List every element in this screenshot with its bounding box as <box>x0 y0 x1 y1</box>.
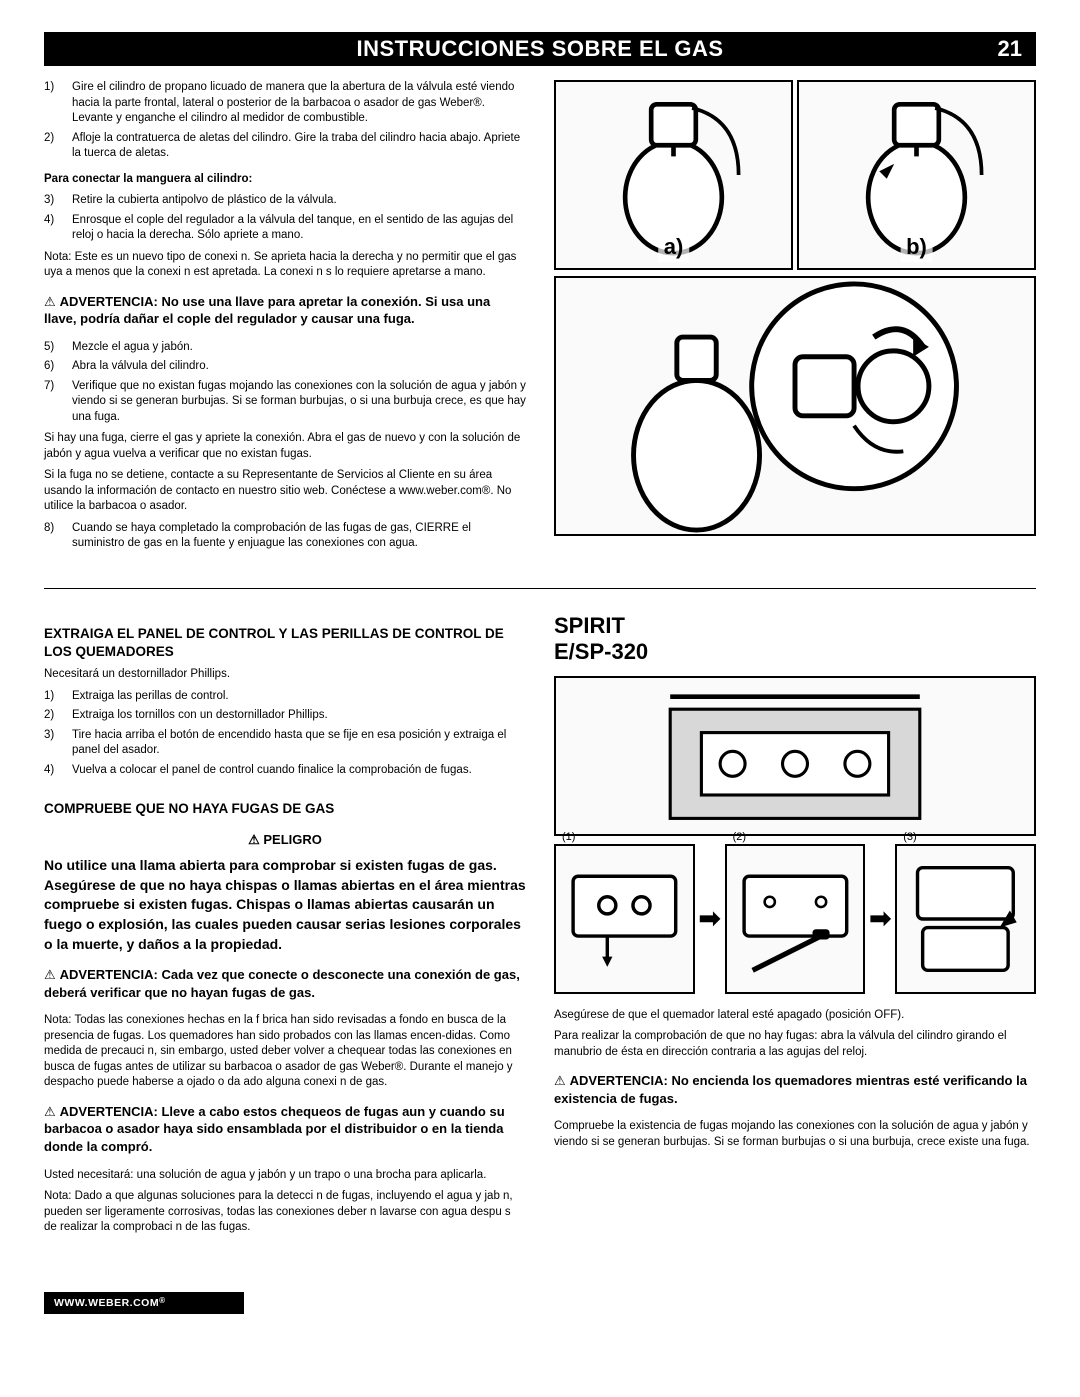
para-leak-contact: Si la fuga no se detiene, contacte a su … <box>44 468 526 515</box>
footer-url: WWW.WEBER.COM® <box>44 1292 244 1314</box>
instruction-step: 1)Gire el cilindro de propano licuado de… <box>44 80 526 127</box>
diagram-step-2: (2) <box>725 844 866 994</box>
instruction-step: 3)Tire hacia arriba el botón de encendid… <box>44 728 526 759</box>
bottom-left-column: EXTRAIGA EL PANEL DE CONTROL Y LAS PERIL… <box>44 613 526 1242</box>
para-open-valve: Para realizar la comprobación de que no … <box>554 1029 1036 1060</box>
subhead-connect-hose: Para conectar la manguera al cilindro: <box>44 172 526 188</box>
instruction-step: 6)Abra la válvula del cilindro. <box>44 359 526 375</box>
instruction-step: 3)Retire la cubierta antipolvo de plásti… <box>44 193 526 209</box>
heading-remove-panel: EXTRAIGA EL PANEL DE CONTROL Y LAS PERIL… <box>44 625 526 661</box>
page-title: INSTRUCCIONES SOBRE EL GAS <box>356 34 723 64</box>
warning-dealer-assembled: ADVERTENCIA: Lleve a cabo estos chequeos… <box>44 1103 526 1156</box>
para-corrosive-note: Nota: Dado a que algunas soluciones para… <box>44 1189 526 1236</box>
diagram-label-a: a) <box>658 232 690 262</box>
bottom-right-column: SPIRITE/SP-320 (1) <box>554 613 1036 1242</box>
danger-text: No utilice una llama abierta para compro… <box>44 856 526 954</box>
warning-no-wrench: ADVERTENCIA: No use una llave para apret… <box>44 293 526 328</box>
danger-label: PELIGRO <box>44 831 526 849</box>
section-divider <box>44 588 1036 589</box>
instruction-step: 2)Extraiga los tornillos con un destorni… <box>44 708 526 724</box>
instruction-step: 4)Vuelva a colocar el panel de control c… <box>44 763 526 779</box>
para-leak-retry: Si hay una fuga, cierre el gas y apriete… <box>44 431 526 462</box>
diagram-step-1: (1) <box>554 844 695 994</box>
top-right-column: a) b) <box>554 80 1036 558</box>
instruction-step: 2)Afloje la contratuerca de aletas del c… <box>44 131 526 162</box>
top-columns: 1)Gire el cilindro de propano licuado de… <box>44 80 1036 558</box>
top-left-column: 1)Gire el cilindro de propano licuado de… <box>44 80 526 558</box>
warning-every-connection: ADVERTENCIA: Cada vez que conecte o desc… <box>44 966 526 1001</box>
para-check-bubbles: Compruebe la existencia de fugas mojando… <box>554 1119 1036 1150</box>
diagram-grill-panel <box>554 676 1036 836</box>
diagram-cylinder-a: a) <box>554 80 793 270</box>
diagram-cylinder-b: b) <box>797 80 1036 270</box>
note-1: Nota: Este es un nuevo tipo de conexi n.… <box>44 250 526 281</box>
arrow-icon: ➡ <box>699 901 721 936</box>
diagram-panel-steps: (1) ➡ (2) ➡ <box>554 844 1036 994</box>
instruction-step: 4)Enrosque el cople del regulador a la v… <box>44 213 526 244</box>
page-number: 21 <box>998 34 1022 64</box>
warning-no-ignite: ADVERTENCIA: No encienda los quemadores … <box>554 1072 1036 1107</box>
instruction-step: 1)Extraiga las perillas de control. <box>44 689 526 705</box>
diagram-step-3: (3) <box>895 844 1036 994</box>
header-bar: INSTRUCCIONES SOBRE EL GAS 21 <box>44 32 1036 66</box>
note-factory-tested: Nota: Todas las conexiones hechas en la … <box>44 1013 526 1091</box>
diagram-regulator-connect <box>554 276 1036 536</box>
instruction-step: 7)Verifique que no existan fugas mojando… <box>44 379 526 426</box>
instruction-step: 8)Cuando se haya completado la comprobac… <box>44 521 526 552</box>
diagram-label-b: b) <box>900 232 933 262</box>
model-name: SPIRITE/SP-320 <box>554 613 1036 666</box>
para-need-solution: Usted necesitará: una solución de agua y… <box>44 1168 526 1184</box>
heading-check-leaks: COMPRUEBE QUE NO HAYA FUGAS DE GAS <box>44 800 526 818</box>
bottom-columns: EXTRAIGA EL PANEL DE CONTROL Y LAS PERIL… <box>44 613 1036 1242</box>
intro-phillips: Necesitará un destornillador Phillips. <box>44 667 526 683</box>
para-sideburner-off: Asegúrese de que el quemador lateral est… <box>554 1008 1036 1024</box>
instruction-step: 5)Mezcle el agua y jabón. <box>44 340 526 356</box>
arrow-icon: ➡ <box>869 901 891 936</box>
